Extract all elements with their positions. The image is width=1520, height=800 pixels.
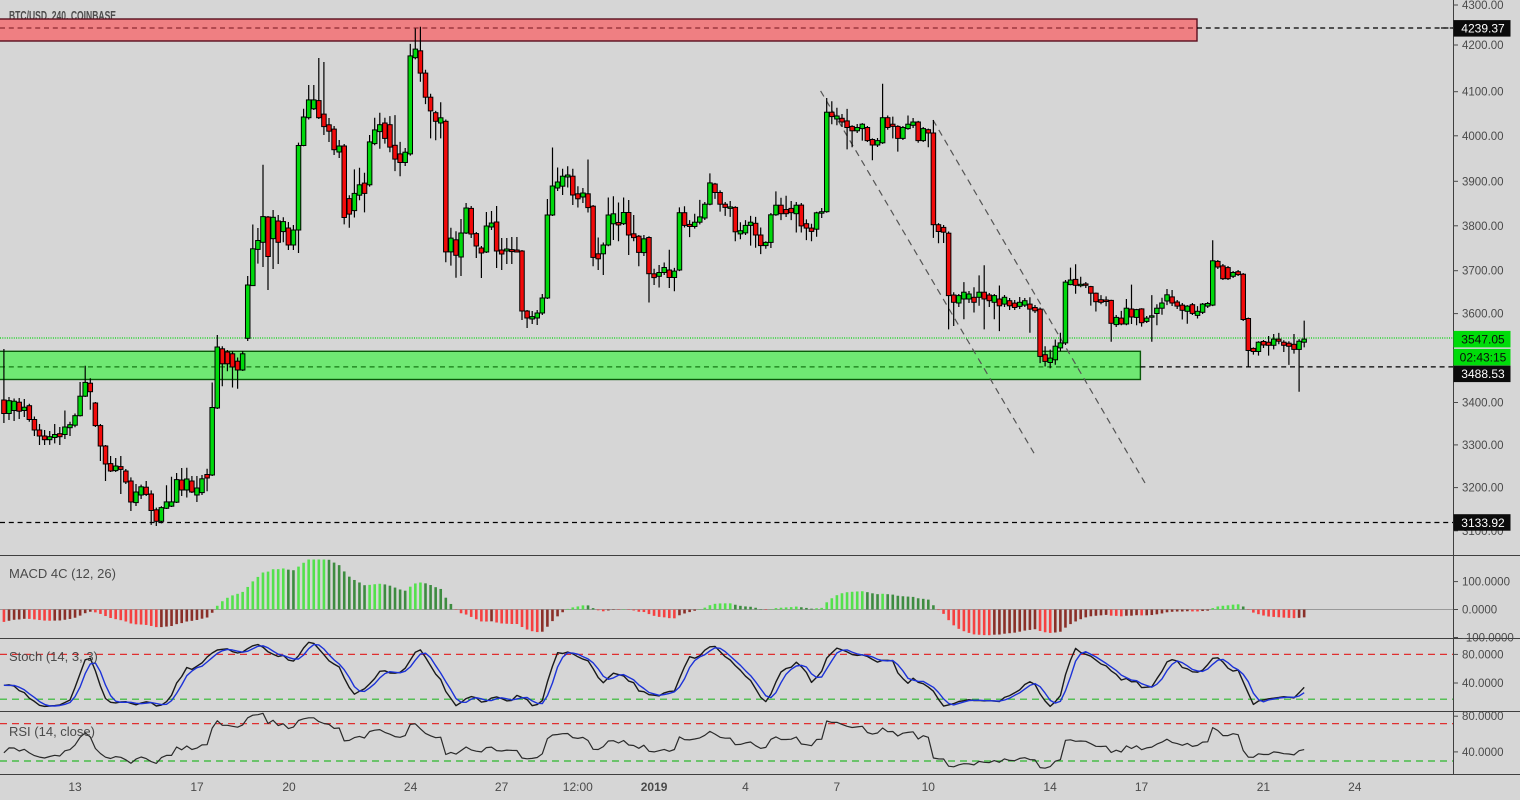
svg-text:Stoch (14, 3, 3): Stoch (14, 3, 3) bbox=[9, 649, 98, 664]
svg-text:4000.00: 4000.00 bbox=[1462, 131, 1504, 143]
svg-text:21: 21 bbox=[1257, 780, 1271, 794]
svg-text:40.0000: 40.0000 bbox=[1462, 678, 1504, 690]
svg-text:12:00: 12:00 bbox=[563, 780, 593, 794]
svg-text:4300.00: 4300.00 bbox=[1462, 0, 1504, 12]
svg-text:3900.00: 3900.00 bbox=[1462, 176, 1504, 188]
svg-text:14: 14 bbox=[1043, 780, 1057, 794]
svg-text:13: 13 bbox=[68, 780, 82, 794]
svg-text:7: 7 bbox=[834, 780, 841, 794]
svg-text:3200.00: 3200.00 bbox=[1462, 483, 1504, 495]
svg-text:4100.00: 4100.00 bbox=[1462, 87, 1504, 99]
svg-text:80.0000: 80.0000 bbox=[1462, 711, 1504, 723]
svg-text:27: 27 bbox=[495, 780, 509, 794]
svg-text:-100.0000: -100.0000 bbox=[1462, 633, 1514, 645]
svg-text:0.0000: 0.0000 bbox=[1462, 605, 1497, 617]
svg-text:4200.00: 4200.00 bbox=[1462, 40, 1504, 52]
svg-text:24: 24 bbox=[1348, 780, 1362, 794]
svg-text:17: 17 bbox=[1135, 780, 1149, 794]
svg-text:2019: 2019 bbox=[641, 780, 668, 794]
svg-text:20: 20 bbox=[282, 780, 296, 794]
svg-text:24: 24 bbox=[404, 780, 418, 794]
svg-text:4: 4 bbox=[742, 780, 749, 794]
svg-text:10: 10 bbox=[922, 780, 936, 794]
svg-text:MACD 4C (12, 26): MACD 4C (12, 26) bbox=[9, 566, 116, 581]
svg-text:RSI (14, close): RSI (14, close) bbox=[9, 724, 95, 739]
svg-text:4239.37: 4239.37 bbox=[1461, 22, 1505, 36]
svg-text:17: 17 bbox=[190, 780, 204, 794]
svg-text:3800.00: 3800.00 bbox=[1462, 221, 1504, 233]
svg-text:3400.00: 3400.00 bbox=[1462, 398, 1504, 410]
svg-text:3133.92: 3133.92 bbox=[1461, 516, 1505, 530]
svg-text:80.0000: 80.0000 bbox=[1462, 649, 1504, 661]
svg-text:3547.05: 3547.05 bbox=[1461, 333, 1505, 347]
svg-text:40.0000: 40.0000 bbox=[1462, 747, 1504, 759]
svg-text:3488.53: 3488.53 bbox=[1461, 367, 1505, 381]
svg-text:3700.00: 3700.00 bbox=[1462, 266, 1504, 278]
svg-text:3600.00: 3600.00 bbox=[1462, 309, 1504, 321]
svg-text:3300.00: 3300.00 bbox=[1462, 440, 1504, 452]
svg-text:02:43:15: 02:43:15 bbox=[1460, 350, 1507, 364]
svg-text:100.0000: 100.0000 bbox=[1462, 577, 1510, 589]
